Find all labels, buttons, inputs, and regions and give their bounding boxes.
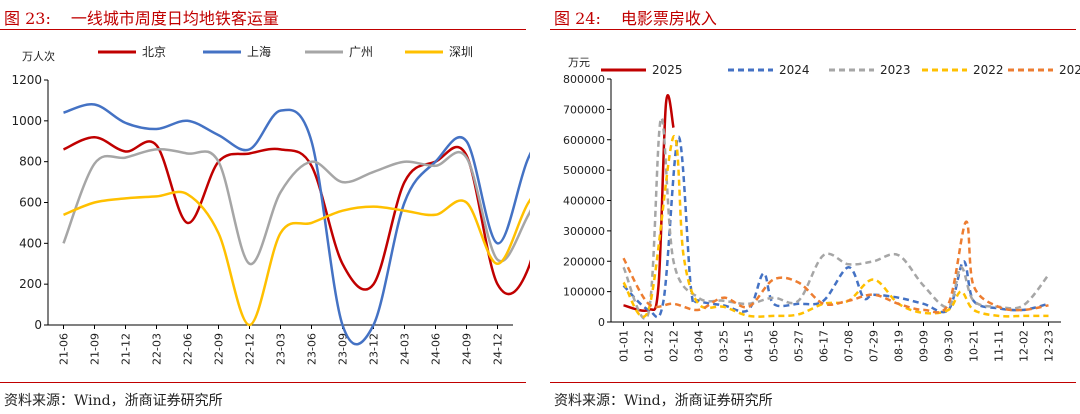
legend-label-深圳: 深圳 [449,45,473,59]
y-tick-label: 600 [19,196,42,210]
figure-23-title: 图 23: 一线城市周度日均地铁客运量 [4,5,279,29]
figure-24-bottom-rule [550,382,1076,383]
series-line-上海 [63,103,530,346]
figure-23-panel: 图 23: 一线城市周度日均地铁客运量 万人次 0 200 400 600 800 1000 1… [0,0,530,414]
y-tick-label: 600000 [563,134,605,147]
x-tick-label: 22-06 [182,333,195,365]
x-tick-label: 05-27 [793,330,806,362]
y-tick-label: 200 [19,277,42,291]
x-tick-label: 01-22 [643,330,656,362]
legend-label-2024: 2024 [779,63,810,77]
figure-24-top-rule [550,29,1076,30]
figure-24-title: 图 24: 电影票房收入 [554,5,717,29]
y-tick-label: 300000 [563,225,605,238]
metro-ridership-chart: 万人次 0 200 400 600 800 1000 1200 21-06 21-09 21-12 2… [11,44,530,365]
y-tick-label: 700000 [563,103,605,116]
y-unit-label: 万人次 [22,49,55,63]
x-tick-label: 21-12 [120,333,133,365]
y-tick-label: 400 [19,236,42,250]
series-line-2021 [622,220,1049,314]
y-tick-label: 100000 [563,286,605,299]
x-tick-label: 08-19 [893,330,906,362]
legend: 2025 2024 2023 2022 2021 [601,63,1080,77]
x-tick-label: 01-01 [618,330,631,362]
legend-label-北京: 北京 [142,45,166,59]
y-tick-label: 200000 [563,255,605,268]
y-tick-label: 500000 [563,164,605,177]
figure-23-caption: 一线城市周度日均地铁客运量 [70,9,279,28]
y-tick-label: 0 [598,316,605,329]
x-tick-label: 03-04 [693,330,706,362]
legend-label-广州: 广州 [349,45,373,59]
y-unit-label: 万元 [568,56,590,69]
x-tick-label: 24-06 [430,333,443,365]
y-tick-label: 1200 [11,73,42,87]
legend-label-2021: 2021 [1059,63,1080,77]
x-tick-label: 23-06 [306,333,319,365]
x-tick-label: 24-03 [399,333,412,365]
figure-23-top-rule [0,29,526,30]
x-tick-label: 23-09 [337,333,350,365]
x-tick-label: 04-15 [743,330,756,362]
figure-24-source: 资料来源：Wind，浙商证券研究所 [554,393,773,409]
series-line-2022 [622,135,1049,319]
x-tick-label: 09-09 [918,330,931,362]
legend: 北京 上海 广州 深圳 [98,44,473,59]
x-tick-label: 24-12 [492,333,505,365]
x-tick-label: 21-09 [89,333,102,365]
y-tick-label: 400000 [563,195,605,208]
legend-label-2025: 2025 [652,63,683,77]
figure-24-number: 图 24: [554,9,601,28]
legend-label-2022: 2022 [973,63,1004,77]
x-tick-label: 24-09 [461,333,474,365]
box-office-chart: 万元 0 100000 200000 300000 400000 500000 600000 7… [563,56,1080,362]
x-tick-label: 02-12 [668,330,681,362]
series-line-2023 [622,117,1050,320]
x-tick-label: 07-08 [843,330,856,362]
figure-24-panel: 图 24: 电影票房收入 万元 0 100000 200000 300000 400000 5… [550,0,1080,414]
y-tick-label: 800000 [563,73,605,86]
x-tick-label: 21-06 [58,333,71,365]
y-tick-label: 0 [34,318,42,332]
x-tick-label: 09-30 [943,330,956,362]
series-line-广州 [62,148,530,266]
x-tick-label: 12-02 [1018,330,1031,362]
x-tick-label: 22-03 [151,333,164,365]
x-tick-label: 12-23 [1043,330,1056,362]
legend-label-2023: 2023 [880,63,911,77]
plot-area: 万元 0 100000 200000 300000 400000 500000 600000 7… [563,56,1061,362]
x-tick-label: 23-12 [368,333,381,365]
x-tick-label: 03-25 [718,330,731,362]
x-tick-label: 06-17 [818,330,831,362]
x-tick-label: 23-03 [275,333,288,365]
series-line-2025 [623,94,675,312]
x-tick-label: 22-09 [213,333,226,365]
series-line-2024 [622,135,1049,319]
figure-24-caption: 电影票房收入 [620,9,717,28]
figure-23-source: 资料来源：Wind，浙商证券研究所 [4,393,223,409]
x-tick-label: 11-11 [993,330,1006,362]
legend-label-上海: 上海 [247,44,271,59]
x-tick-label: 22-12 [244,333,257,365]
y-tick-label: 1000 [11,114,42,128]
y-tick-label: 800 [19,155,42,169]
figure-23-number: 图 23: [4,9,51,28]
plot-area: 万人次 0 200 400 600 800 1000 1200 21-06 21-09 21-12 2… [11,49,513,365]
series-line-深圳 [63,190,530,327]
x-tick-label: 10-21 [968,330,981,362]
x-tick-label: 05-06 [768,330,781,362]
x-tick-label: 07-29 [868,330,881,362]
figure-23-bottom-rule [0,382,526,383]
